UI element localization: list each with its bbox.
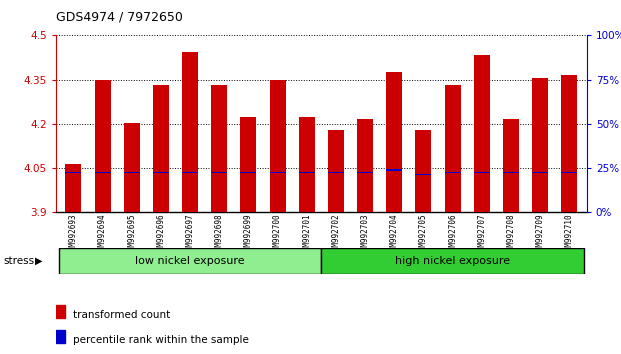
Bar [503, 120, 519, 212]
Bar [182, 52, 198, 212]
Bar [474, 172, 490, 173]
Bar [153, 172, 169, 173]
Bar [386, 169, 402, 171]
Bar [124, 172, 140, 173]
Bar [322, 248, 584, 274]
Bar [211, 85, 227, 212]
Bar [532, 172, 548, 173]
Bar [532, 78, 548, 212]
Bar [65, 172, 81, 173]
Bar [211, 172, 227, 173]
Bar [561, 75, 578, 212]
Bar [299, 172, 315, 173]
Bar [94, 172, 111, 173]
Bar [415, 130, 432, 212]
Bar [357, 120, 373, 212]
Bar [415, 174, 432, 175]
Bar [153, 85, 169, 212]
Text: low nickel exposure: low nickel exposure [135, 256, 245, 266]
Bar [124, 123, 140, 212]
Text: percentile rank within the sample: percentile rank within the sample [73, 335, 249, 344]
Bar [299, 116, 315, 212]
Bar [503, 172, 519, 173]
Bar [561, 172, 578, 173]
Bar [240, 172, 256, 173]
Text: GDS4974 / 7972650: GDS4974 / 7972650 [56, 11, 183, 24]
Bar [182, 172, 198, 173]
Bar [270, 172, 286, 173]
Bar [94, 80, 111, 212]
Bar [65, 164, 81, 212]
Bar [445, 172, 461, 173]
Bar [474, 55, 490, 212]
Text: stress: stress [3, 256, 34, 266]
Bar [357, 172, 373, 173]
Bar [445, 85, 461, 212]
Bar [270, 80, 286, 212]
Bar [59, 248, 321, 274]
Bar [328, 172, 344, 173]
Bar [240, 116, 256, 212]
Text: high nickel exposure: high nickel exposure [395, 256, 510, 266]
Bar [328, 130, 344, 212]
Bar [386, 72, 402, 212]
Bar [56, 330, 65, 343]
Bar [56, 305, 65, 318]
Text: transformed count: transformed count [73, 310, 171, 320]
Text: ▶: ▶ [35, 256, 43, 266]
